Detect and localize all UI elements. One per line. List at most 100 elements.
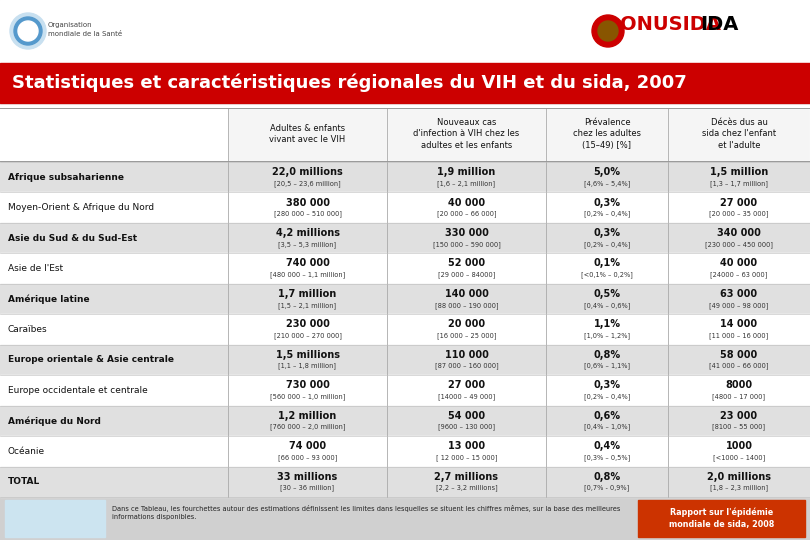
Text: 1,5 million: 1,5 million <box>710 167 768 177</box>
Text: [0,6% – 1,1%]: [0,6% – 1,1%] <box>584 363 630 369</box>
Text: 23 000: 23 000 <box>720 411 757 421</box>
Text: Asie du Sud & du Sud-Est: Asie du Sud & du Sud-Est <box>8 234 137 242</box>
Text: 2,0 millions: 2,0 millions <box>707 471 771 482</box>
Text: [1,3 – 1,7 million]: [1,3 – 1,7 million] <box>710 180 768 187</box>
Text: [0,4% – 1,0%]: [0,4% – 1,0%] <box>584 423 630 430</box>
Bar <box>0 436 810 467</box>
Text: [<1000 – 1400]: [<1000 – 1400] <box>713 454 765 461</box>
Text: [49 000 – 98 000]: [49 000 – 98 000] <box>710 302 769 308</box>
Text: [8100 – 55 000]: [8100 – 55 000] <box>713 423 765 430</box>
Text: [0,2% – 0,4%]: [0,2% – 0,4%] <box>584 241 630 248</box>
Text: 0,4%: 0,4% <box>594 441 620 451</box>
Text: [210 000 – 270 000]: [210 000 – 270 000] <box>274 332 342 339</box>
Text: [24000 – 63 000]: [24000 – 63 000] <box>710 271 768 278</box>
Text: [150 000 – 590 000]: [150 000 – 590 000] <box>433 241 501 248</box>
Bar <box>0 0 810 62</box>
Text: [760 000 – 2,0 million]: [760 000 – 2,0 million] <box>270 423 345 430</box>
Text: [20,5 – 23,6 million]: [20,5 – 23,6 million] <box>274 180 341 187</box>
Bar <box>388 108 545 160</box>
Text: [88 000 – 190 000]: [88 000 – 190 000] <box>435 302 498 308</box>
Circle shape <box>10 13 46 49</box>
Text: 22,0 millions: 22,0 millions <box>272 167 343 177</box>
Text: 27 000: 27 000 <box>720 198 757 207</box>
Text: [2,2 – 3,2 millions]: [2,2 – 3,2 millions] <box>436 484 497 491</box>
Text: Asie de l'Est: Asie de l'Est <box>8 264 63 273</box>
Text: [1,1 – 1,8 million]: [1,1 – 1,8 million] <box>279 363 336 369</box>
Text: 0,5%: 0,5% <box>594 289 620 299</box>
Text: Europe orientale & Asie centrale: Europe orientale & Asie centrale <box>8 355 174 364</box>
Text: 0,8%: 0,8% <box>594 471 620 482</box>
Text: [87 000 – 160 000]: [87 000 – 160 000] <box>435 363 498 369</box>
Text: 1,7 million: 1,7 million <box>279 289 337 299</box>
Text: 340 000: 340 000 <box>717 228 761 238</box>
Text: [1,0% – 1,2%]: [1,0% – 1,2%] <box>584 332 630 339</box>
Text: 380 000: 380 000 <box>285 198 330 207</box>
Text: [0,4% – 0,6%]: [0,4% – 0,6%] <box>584 302 630 308</box>
Text: 0,3%: 0,3% <box>594 228 620 238</box>
Bar <box>638 500 805 537</box>
Text: [4800 – 17 000]: [4800 – 17 000] <box>713 393 765 400</box>
Text: 33 millions: 33 millions <box>277 471 338 482</box>
Text: 13 000: 13 000 <box>448 441 485 451</box>
Text: 0,6%: 0,6% <box>594 411 620 421</box>
Bar <box>0 314 810 345</box>
Text: Dans ce Tableau, les fourchettes autour des estimations définissent les limites : Dans ce Tableau, les fourchettes autour … <box>112 505 620 520</box>
Text: [1,5 – 2,1 million]: [1,5 – 2,1 million] <box>279 302 337 308</box>
Text: Amérique du Nord: Amérique du Nord <box>8 416 101 426</box>
Bar <box>547 108 667 160</box>
Text: 110 000: 110 000 <box>445 350 488 360</box>
Text: Adultes & enfants
vivant avec le VIH: Adultes & enfants vivant avec le VIH <box>270 124 346 144</box>
Text: Moyen-Orient & Afrique du Nord: Moyen-Orient & Afrique du Nord <box>8 203 154 212</box>
Text: [20 000 – 35 000]: [20 000 – 35 000] <box>710 211 769 217</box>
Text: [41 000 – 66 000]: [41 000 – 66 000] <box>710 363 769 369</box>
Text: [0,3% – 0,5%]: [0,3% – 0,5%] <box>584 454 630 461</box>
Text: 1,1%: 1,1% <box>594 319 620 329</box>
Bar <box>0 406 810 436</box>
Circle shape <box>14 17 42 45</box>
Text: 740 000: 740 000 <box>286 259 330 268</box>
Bar <box>0 253 810 284</box>
Bar <box>0 467 810 497</box>
Text: Statistiques et caractéristiques régionales du VIH et du sida, 2007: Statistiques et caractéristiques régiona… <box>12 74 687 92</box>
Bar <box>5 500 105 537</box>
Text: 58 000: 58 000 <box>720 350 757 360</box>
Bar <box>669 108 809 160</box>
Text: Rapport sur l'épidémie
mondiale de sida, 2008: Rapport sur l'épidémie mondiale de sida,… <box>669 508 774 529</box>
Text: 0,1%: 0,1% <box>594 259 620 268</box>
Bar <box>0 105 810 497</box>
Text: [4,6% – 5,4%]: [4,6% – 5,4%] <box>584 180 630 187</box>
Text: Afrique subsaharienne: Afrique subsaharienne <box>8 173 124 182</box>
Text: [<0,1% – 0,2%]: [<0,1% – 0,2%] <box>581 271 633 278</box>
Text: 63 000: 63 000 <box>720 289 757 299</box>
Text: 1000: 1000 <box>726 441 752 451</box>
Text: [ 12 000 – 15 000]: [ 12 000 – 15 000] <box>436 454 497 461</box>
Text: Décès dus au
sida chez l'enfant
et l'adulte: Décès dus au sida chez l'enfant et l'adu… <box>702 118 776 150</box>
Text: 40 000: 40 000 <box>448 198 485 207</box>
Text: [280 000 – 510 000]: [280 000 – 510 000] <box>274 211 342 217</box>
Text: [1,8 – 2,3 million]: [1,8 – 2,3 million] <box>710 484 768 491</box>
Text: [29 000 – 84000]: [29 000 – 84000] <box>438 271 495 278</box>
Text: [1,6 – 2,1 million]: [1,6 – 2,1 million] <box>437 180 496 187</box>
Text: 8000: 8000 <box>726 380 752 390</box>
Text: 74 000: 74 000 <box>289 441 326 451</box>
Text: 54 000: 54 000 <box>448 411 485 421</box>
Bar <box>0 497 810 540</box>
Text: [230 000 – 450 000]: [230 000 – 450 000] <box>705 241 773 248</box>
Text: IDA: IDA <box>700 15 739 34</box>
Text: [30 – 36 million]: [30 – 36 million] <box>280 484 335 491</box>
Text: 1,9 million: 1,9 million <box>437 167 496 177</box>
Text: 1,2 million: 1,2 million <box>279 411 337 421</box>
Text: Océanie: Océanie <box>8 447 45 456</box>
Text: 1,5 millions: 1,5 millions <box>275 350 339 360</box>
Text: [9600 – 130 000]: [9600 – 130 000] <box>438 423 495 430</box>
Bar <box>0 63 810 103</box>
Text: 2,7 millions: 2,7 millions <box>434 471 498 482</box>
Text: 0,3%: 0,3% <box>594 198 620 207</box>
Text: mondiale de la Santé: mondiale de la Santé <box>48 31 122 37</box>
Circle shape <box>18 21 38 41</box>
Text: Amérique latine: Amérique latine <box>8 294 90 304</box>
Text: 330 000: 330 000 <box>445 228 488 238</box>
Text: 5,0%: 5,0% <box>594 167 620 177</box>
Bar <box>0 375 810 406</box>
Text: Organisation: Organisation <box>48 22 92 28</box>
